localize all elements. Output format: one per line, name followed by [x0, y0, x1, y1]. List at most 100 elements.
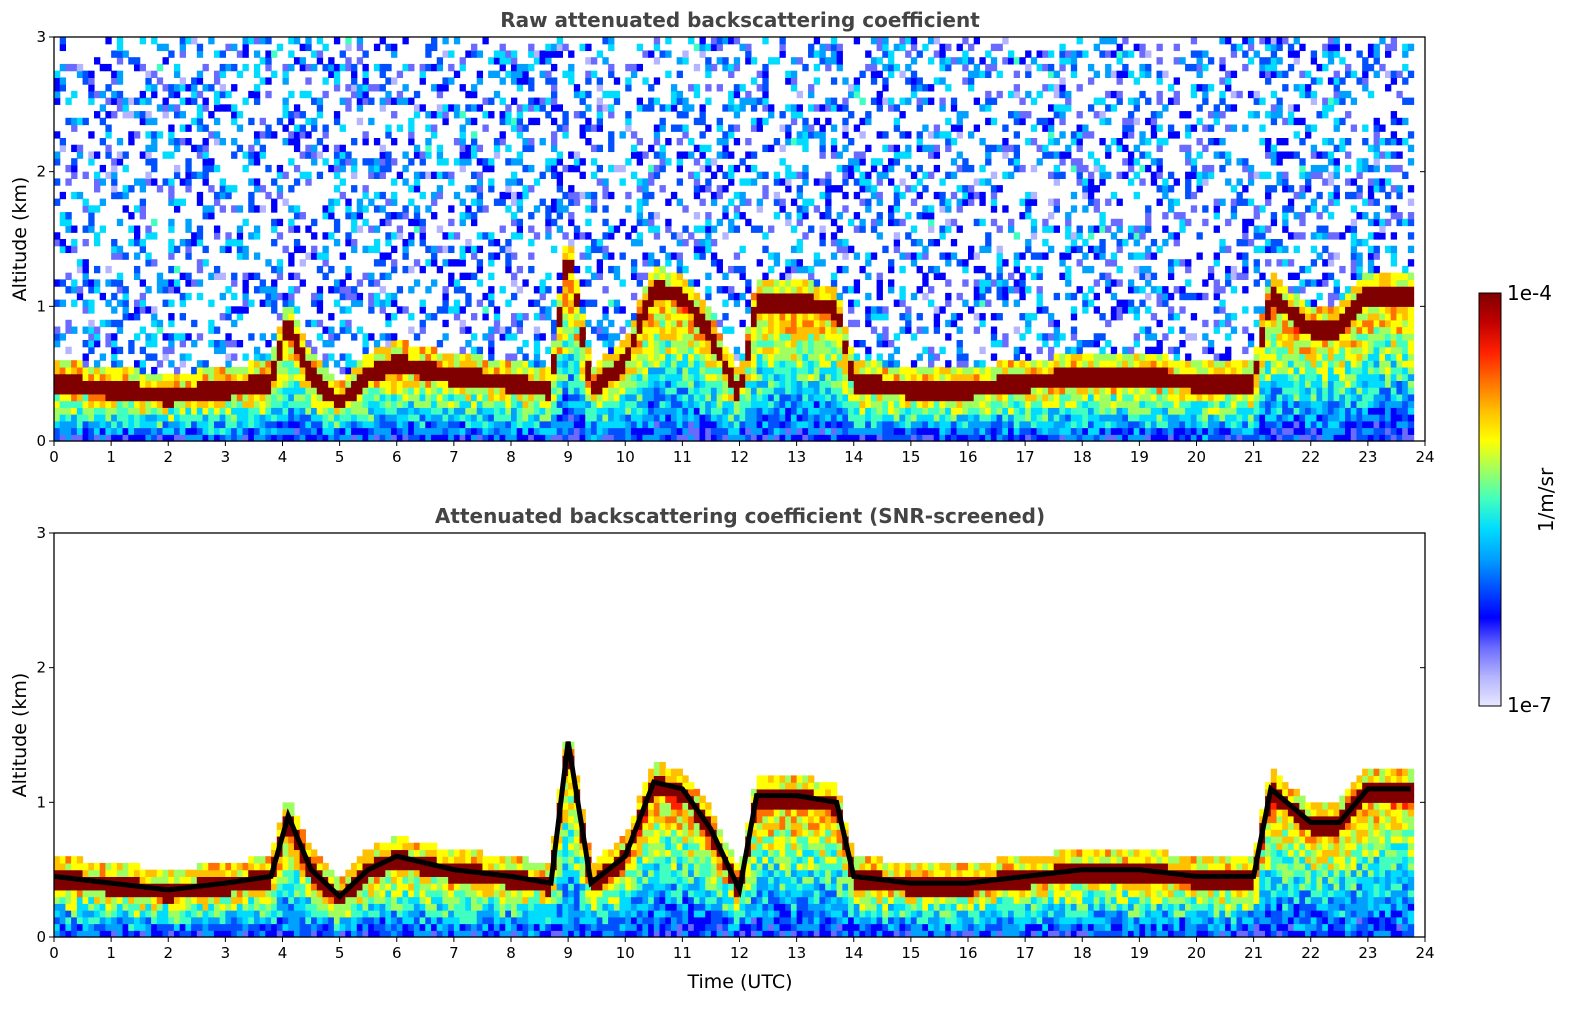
- heatmap-cell: [682, 434, 689, 442]
- heatmap-cell: [482, 292, 489, 301]
- heatmap-cell: [173, 90, 181, 99]
- heatmap-cell: [939, 252, 946, 260]
- heatmap-cell: [859, 265, 866, 274]
- heatmap-cell: [333, 239, 341, 247]
- heatmap-cell: [276, 400, 284, 408]
- heatmap-cell: [573, 393, 581, 402]
- heatmap-cell: [459, 346, 466, 355]
- heatmap-cell: [813, 279, 821, 287]
- heatmap-cell: [899, 387, 906, 395]
- heatmap-cell: [848, 373, 855, 381]
- heatmap-cell: [728, 420, 735, 429]
- heatmap-cell: [419, 360, 426, 368]
- heatmap-cell: [630, 225, 638, 233]
- heatmap-cell: [928, 427, 935, 435]
- heatmap-cell: [830, 407, 838, 415]
- heatmap-cell: [436, 306, 444, 314]
- heatmap-cell: [728, 131, 735, 139]
- heatmap-cell: [956, 117, 963, 126]
- heatmap-cell: [859, 387, 866, 395]
- heatmap-cell: [550, 43, 558, 52]
- heatmap-cell: [453, 414, 461, 422]
- heatmap-cell: [608, 380, 615, 388]
- heatmap-cell: [762, 104, 769, 112]
- heatmap-cell: [276, 43, 284, 52]
- heatmap-cell: [636, 97, 643, 105]
- heatmap-cell: [773, 393, 781, 402]
- heatmap-cell: [93, 400, 101, 408]
- heatmap-cell: [728, 427, 735, 435]
- heatmap-cell: [413, 353, 421, 361]
- heatmap-cell: [162, 407, 169, 415]
- heatmap-cell: [82, 326, 89, 334]
- heatmap-cell: [442, 420, 449, 429]
- heatmap-cell: [545, 393, 552, 402]
- heatmap-cell: [356, 292, 364, 301]
- heatmap-cell: [533, 434, 541, 442]
- heatmap-cell: [145, 70, 152, 78]
- heatmap-cell: [145, 171, 152, 179]
- heatmap-cell: [248, 117, 255, 126]
- heatmap-cell: [259, 366, 266, 375]
- heatmap-cell: [345, 97, 352, 105]
- heatmap-cell: [345, 292, 352, 301]
- heatmap-cell: [511, 212, 518, 220]
- heatmap-cell: [373, 393, 381, 402]
- heatmap-cell: [219, 340, 226, 348]
- heatmap-cell: [579, 111, 586, 119]
- heatmap-cell: [802, 353, 809, 361]
- heatmap-cell: [830, 346, 838, 355]
- heatmap-cell: [768, 265, 775, 274]
- heatmap-cell: [191, 97, 198, 105]
- heatmap-cell: [333, 407, 341, 415]
- heatmap-cell: [722, 104, 729, 112]
- heatmap-cell: [453, 420, 461, 429]
- heatmap-cell: [585, 265, 592, 274]
- heatmap-cell: [408, 218, 415, 227]
- heatmap-cell: [602, 286, 609, 294]
- heatmap-cell: [139, 185, 146, 193]
- heatmap-cell: [488, 232, 495, 240]
- heatmap-cell: [316, 407, 324, 415]
- heatmap-cell: [825, 198, 832, 206]
- heatmap-cell: [196, 434, 204, 442]
- heatmap-cell: [259, 279, 266, 287]
- heatmap-cell: [179, 340, 186, 348]
- heatmap-cell: [750, 306, 758, 314]
- heatmap-cell: [745, 366, 752, 375]
- heatmap-cell: [436, 380, 444, 388]
- heatmap-cell: [853, 434, 861, 442]
- heatmap-cell: [493, 366, 501, 375]
- heatmap-cell: [699, 185, 706, 193]
- heatmap-cell: [842, 380, 849, 388]
- heatmap-cell: [945, 299, 952, 307]
- heatmap-cell: [213, 265, 221, 274]
- heatmap-cell: [796, 360, 803, 368]
- heatmap-cell: [219, 185, 226, 193]
- heatmap-cell: [825, 63, 832, 72]
- heatmap-cell: [836, 319, 843, 328]
- heatmap-cell: [322, 245, 329, 254]
- heatmap-cell: [716, 400, 723, 408]
- heatmap-cell: [82, 393, 89, 402]
- heatmap-cell: [642, 178, 649, 186]
- heatmap-cell: [573, 319, 581, 328]
- heatmap-cell: [219, 70, 226, 78]
- heatmap-cell: [648, 326, 655, 334]
- heatmap-cell: [196, 232, 204, 240]
- heatmap-cell: [402, 400, 409, 408]
- heatmap-cell: [762, 427, 769, 435]
- heatmap-cell: [768, 57, 775, 65]
- heatmap-cell: [408, 373, 415, 381]
- heatmap-cell: [128, 414, 135, 422]
- heatmap-cell: [596, 111, 603, 119]
- heatmap-cell: [733, 164, 741, 173]
- heatmap-cell: [745, 373, 752, 381]
- heatmap-cell: [676, 138, 683, 146]
- heatmap-cell: [665, 427, 672, 435]
- heatmap-cell: [773, 333, 781, 341]
- heatmap-cell: [682, 239, 689, 247]
- heatmap-cell: [642, 252, 649, 260]
- heatmap-cell: [156, 414, 164, 422]
- heatmap-cell: [556, 286, 564, 294]
